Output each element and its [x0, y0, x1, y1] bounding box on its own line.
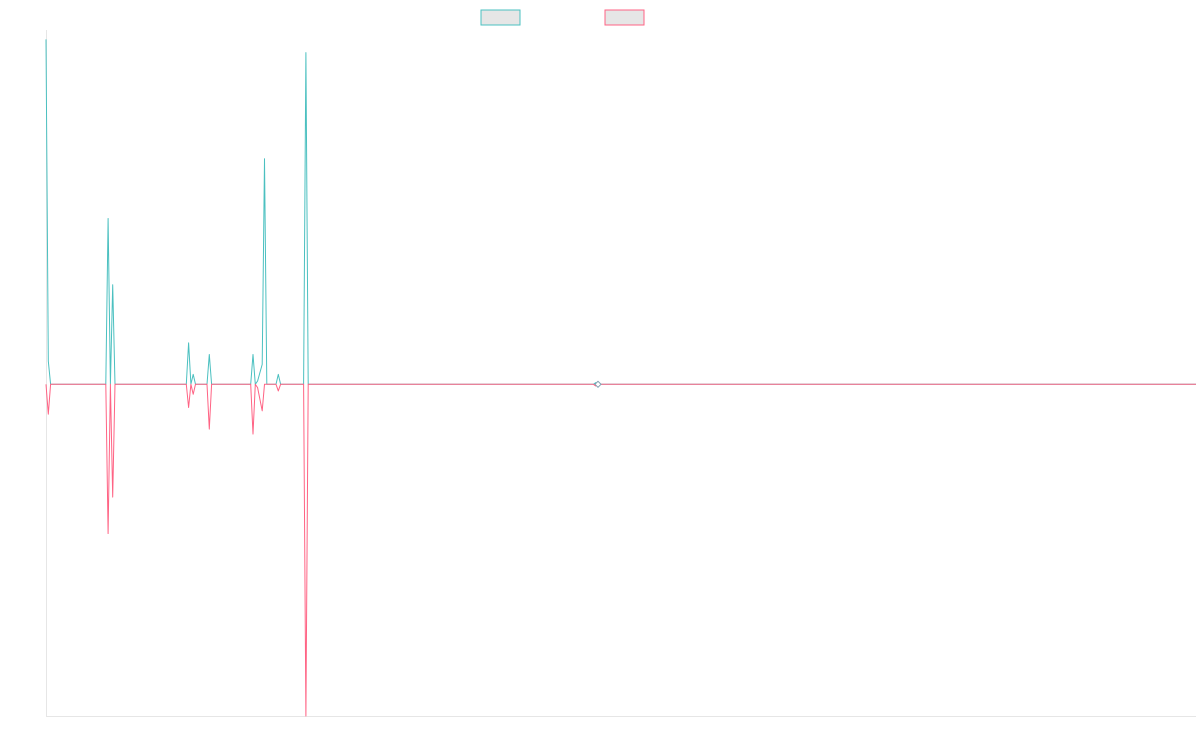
axes [46, 30, 1196, 717]
baseline-point-marker [594, 380, 602, 388]
legend-swatch-series-b[interactable] [604, 9, 645, 26]
series-b-line [45, 383, 1196, 717]
legend [480, 9, 645, 26]
series-lines [45, 39, 1196, 717]
series-a-line [45, 39, 1196, 385]
legend-swatch-series-a[interactable] [480, 9, 521, 26]
